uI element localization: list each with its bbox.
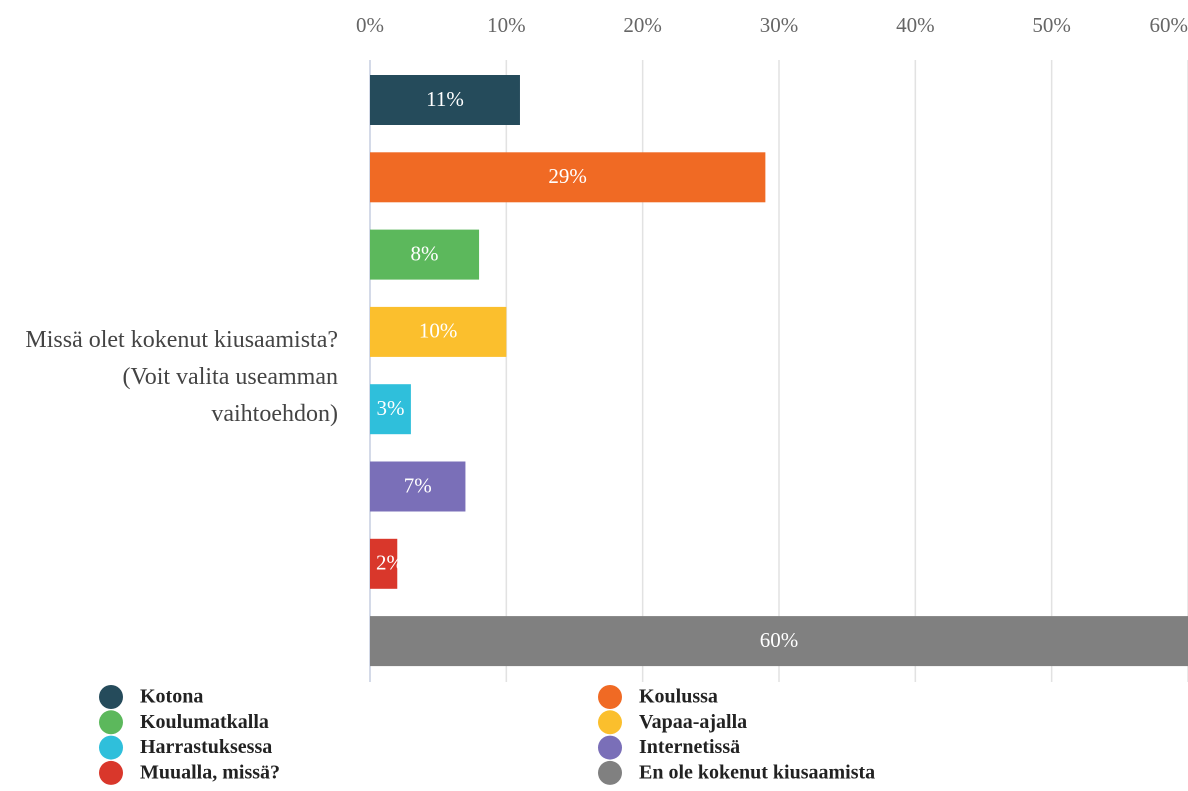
x-tick-label: 10% [487, 13, 526, 37]
bar [370, 75, 520, 125]
legend-swatch [598, 710, 622, 735]
legend-swatch [99, 735, 123, 760]
x-tick-label: 0% [356, 13, 384, 37]
data-label: 60% [760, 628, 799, 652]
legend-swatch [598, 735, 622, 760]
legend-swatch [99, 685, 123, 709]
x-tick-label: 30% [760, 13, 799, 37]
data-label: 2% [376, 551, 404, 575]
legend-label: Muualla, missä? [140, 761, 280, 783]
legend-swatch [598, 760, 622, 785]
data-label: 29% [548, 164, 587, 188]
legend-swatch [99, 710, 123, 735]
x-tick-label: 40% [896, 13, 935, 37]
legend-label: Internetissä [639, 736, 740, 758]
data-label: 11% [426, 87, 464, 111]
legend-label: Harrastuksessa [140, 736, 272, 758]
legend-swatch [598, 685, 622, 709]
bar [370, 229, 480, 280]
data-label: 10% [419, 319, 458, 343]
x-tick-label: 50% [1032, 13, 1071, 37]
legend-swatch [99, 760, 123, 785]
data-label: 8% [411, 241, 439, 265]
bar [370, 306, 507, 357]
legend-label: Kotona [140, 686, 203, 708]
bar [370, 152, 766, 203]
data-label: 3% [376, 396, 404, 420]
legend-label: En ole kokenut kiusaamista [639, 761, 875, 783]
bar [370, 616, 1188, 667]
bar [370, 538, 398, 589]
category-label: Missä olet kokenut kiusaamista? (Voit va… [25, 327, 338, 427]
bar [370, 384, 411, 435]
legend-label: Vapaa-ajalla [639, 711, 747, 733]
legend-label: Koulumatkalla [140, 711, 269, 733]
x-tick-label: 20% [623, 13, 662, 37]
legend-label: Koulussa [639, 686, 718, 708]
x-tick-label: 60% [1150, 13, 1188, 37]
data-label: 7% [404, 473, 432, 497]
bar [370, 461, 466, 512]
